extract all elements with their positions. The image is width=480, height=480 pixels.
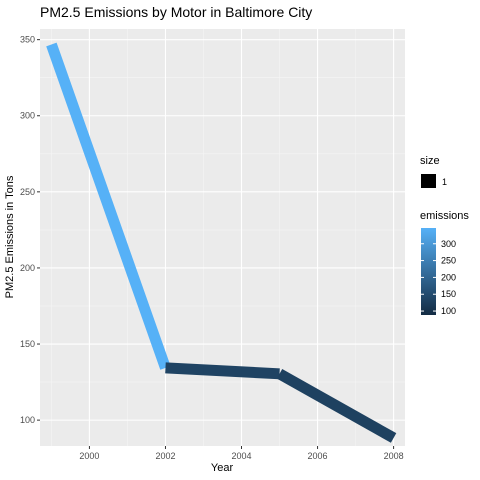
x-axis-label: Year [211,462,234,474]
colorbar-tick-label: 250 [441,256,456,266]
x-tick-label: 2000 [79,451,99,461]
size-legend-entry: 1 [442,177,447,187]
colorbar-tick-label: 200 [441,272,456,282]
y-tick-label: 300 [20,111,35,121]
chart-title: PM2.5 Emissions by Motor in Baltimore Ci… [40,4,312,20]
line-segment [276,369,397,443]
plot-panel [40,29,405,446]
emissions-colorbar [421,228,436,315]
line-segment [46,42,171,370]
y-tick-label: 200 [20,263,35,273]
size-legend-title: size [420,155,440,167]
x-tick-label: 2004 [231,451,251,461]
y-tick-label: 350 [20,35,35,45]
size-legend-key [421,174,436,188]
x-axis-ticks: 2000 2002 2004 2006 2008 [79,446,404,461]
minor-gridlines [40,29,405,446]
emissions-series [46,42,397,443]
size-legend: size 1 [420,155,447,188]
emissions-legend: emissions 100 150 200 250 300 [420,210,469,316]
x-tick-label: 2006 [308,451,328,461]
emissions-colorbar-ticks: 100 150 200 250 300 [421,239,456,316]
y-axis-ticks: 100 150 200 250 300 350 [20,35,40,425]
colorbar-tick-label: 100 [441,306,456,316]
line-segment [165,362,280,380]
y-tick-label: 250 [20,187,35,197]
x-tick-label: 2002 [155,451,175,461]
y-tick-label: 150 [20,339,35,349]
y-axis-label: PM2.5 Emissions in Tons [4,175,16,298]
y-tick-label: 100 [20,415,35,425]
major-gridlines [40,29,405,446]
colorbar-tick-label: 300 [441,239,456,249]
x-tick-label: 2008 [384,451,404,461]
colorbar-tick-label: 150 [441,289,456,299]
emissions-legend-title: emissions [420,210,469,222]
